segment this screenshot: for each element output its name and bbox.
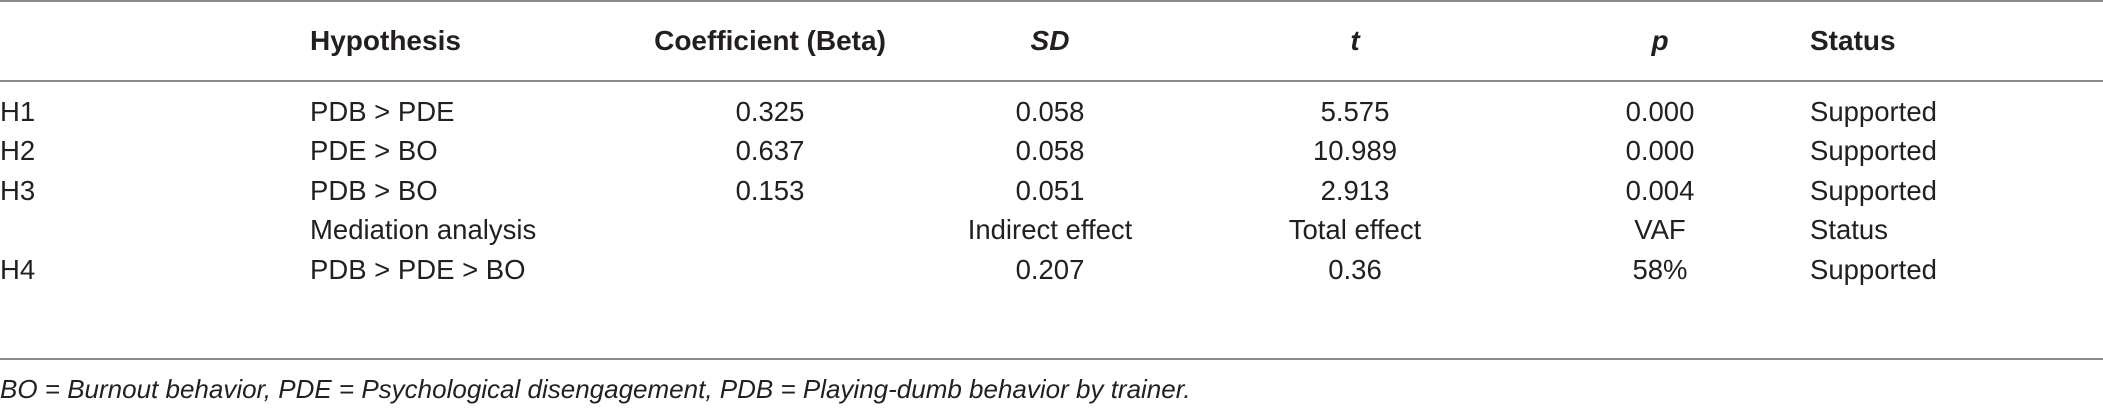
header-t: t — [1350, 25, 1360, 56]
hypothesis-results-table: Hypothesis Coefficient (Beta) SD t p Sta… — [0, 1, 2103, 290]
cell-id — [0, 211, 310, 251]
results-table-container: Hypothesis Coefficient (Beta) SD t p Sta… — [0, 1, 2103, 290]
cell-total-effect-label: Total effect — [1288, 214, 1422, 246]
cell-hypothesis: PDB > PDE — [310, 95, 455, 127]
cell-t: 10.989 — [1312, 135, 1398, 167]
cell-status: Supported — [1810, 253, 1937, 285]
cell-hypothesis: PDB > PDE > BO — [310, 253, 526, 285]
cell-id: H4 — [0, 253, 36, 285]
cell-indirect-effect-label: Indirect effect — [967, 214, 1133, 246]
table-bottom-rule — [0, 358, 2103, 360]
cell-status: Supported — [1810, 174, 1937, 206]
table-footnote: BO = Burnout behavior, PDE = Psychologic… — [0, 374, 1191, 404]
table-header-row: Hypothesis Coefficient (Beta) SD t p Sta… — [0, 1, 2103, 81]
cell-id: H3 — [0, 174, 36, 206]
table-row: H1 PDB > PDE 0.325 0.058 5.575 0.000 Sup… — [0, 81, 2103, 132]
header-coefficient: Coefficient (Beta) — [654, 25, 886, 56]
cell-t: 2.913 — [1320, 174, 1390, 206]
cell-sd: 0.058 — [1015, 95, 1085, 127]
header-hypothesis: Hypothesis — [310, 25, 461, 56]
cell-status: Supported — [1810, 95, 1937, 127]
cell-p: 0.000 — [1625, 135, 1695, 167]
header-id — [0, 1, 310, 81]
cell-coefficient: 0.637 — [735, 135, 805, 167]
table-row: H4 PDB > PDE > BO 0.207 0.36 58% Support… — [0, 250, 2103, 290]
cell-indirect-effect: 0.207 — [1015, 253, 1085, 285]
cell-t: 5.575 — [1320, 95, 1390, 127]
cell-coefficient: 0.325 — [735, 95, 805, 127]
cell-hypothesis: PDB > BO — [310, 174, 438, 206]
cell-vaf-label: VAF — [1634, 214, 1686, 246]
header-status: Status — [1810, 25, 1896, 56]
cell-sd: 0.058 — [1015, 135, 1085, 167]
cell-vaf: 58% — [1632, 253, 1688, 285]
table-row: H3 PDB > BO 0.153 0.051 2.913 0.004 Supp… — [0, 171, 2103, 211]
header-p: p — [1651, 25, 1669, 56]
cell-coefficient — [640, 211, 900, 251]
cell-p: 0.004 — [1625, 174, 1695, 206]
cell-id: H2 — [0, 135, 36, 167]
header-sd: SD — [1030, 25, 1070, 56]
cell-hypothesis: PDE > BO — [310, 135, 438, 167]
table-subheader-row: Mediation analysis Indirect effect Total… — [0, 211, 2103, 251]
cell-coefficient: 0.153 — [735, 174, 805, 206]
cell-mediation-label: Mediation analysis — [310, 214, 537, 246]
cell-total-effect: 0.36 — [1328, 253, 1382, 285]
cell-status-label: Status — [1810, 214, 1888, 246]
cell-status: Supported — [1810, 135, 1937, 167]
table-row: H2 PDE > BO 0.637 0.058 10.989 0.000 Sup… — [0, 132, 2103, 172]
cell-id: H1 — [0, 95, 36, 127]
cell-sd: 0.051 — [1015, 174, 1085, 206]
cell-p: 0.000 — [1625, 95, 1695, 127]
cell-coefficient — [640, 250, 900, 290]
